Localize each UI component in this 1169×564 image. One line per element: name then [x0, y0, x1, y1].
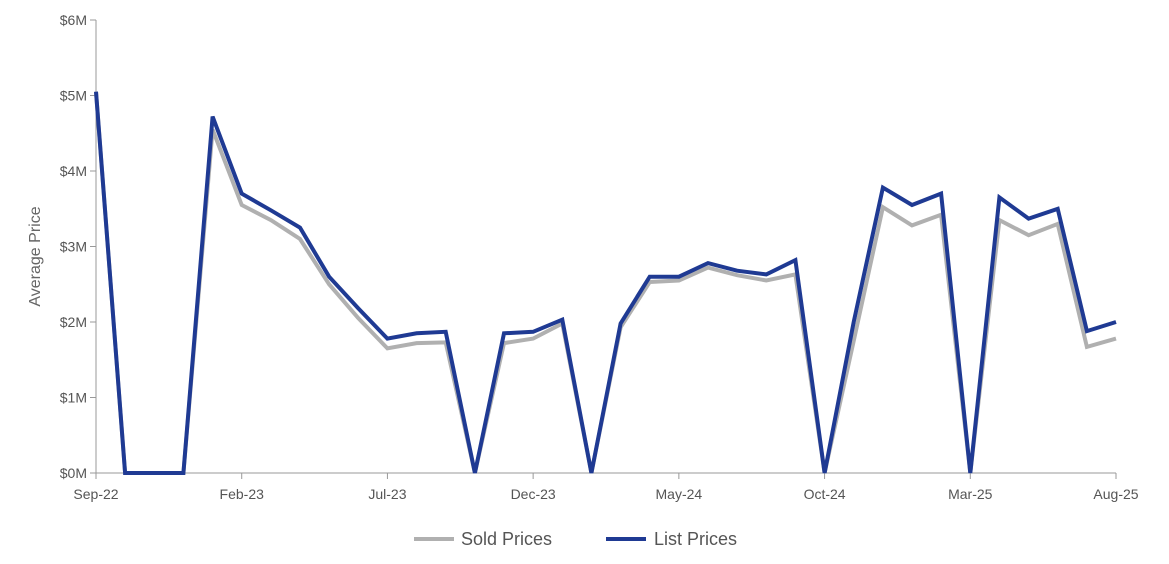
- x-tick-label: Oct-24: [804, 486, 846, 502]
- x-tick-label: Sep-22: [73, 486, 118, 502]
- legend-item-sold[interactable]: Sold Prices: [414, 529, 552, 549]
- y-tick-label: $4M: [60, 163, 87, 179]
- y-tick-label: $6M: [60, 12, 87, 28]
- y-tick-label: $3M: [60, 239, 87, 255]
- x-axis-ticks: Sep-22 Feb-23 Jul-23 Dec-23 May-24 Oct-24 Mar-…: [73, 473, 1139, 502]
- y-axis-title: Average Price: [27, 206, 44, 306]
- legend-item-list[interactable]: List Prices: [606, 529, 737, 549]
- y-tick-label: $5M: [60, 88, 87, 104]
- legend-label-list: List Prices: [654, 529, 737, 549]
- x-tick-label: Jul-23: [368, 486, 406, 502]
- x-tick-label: Dec-23: [511, 486, 556, 502]
- series-lines: [94, 91, 1117, 475]
- series-line-list: [94, 91, 1117, 475]
- x-tick-label: Feb-23: [220, 486, 265, 502]
- y-tick-label: $0M: [60, 465, 87, 481]
- x-tick-label: May-24: [656, 486, 703, 502]
- y-tick-label: $2M: [60, 314, 87, 330]
- legend: Sold Prices List Prices: [414, 529, 737, 549]
- y-tick-label: $1M: [60, 390, 87, 406]
- x-tick-label: Aug-25: [1093, 486, 1138, 502]
- y-axis-ticks: $0M $1M $2M $3M $4M $5M $6M: [60, 12, 96, 481]
- legend-label-sold: Sold Prices: [461, 529, 552, 549]
- x-tick-label: Mar-25: [948, 486, 993, 502]
